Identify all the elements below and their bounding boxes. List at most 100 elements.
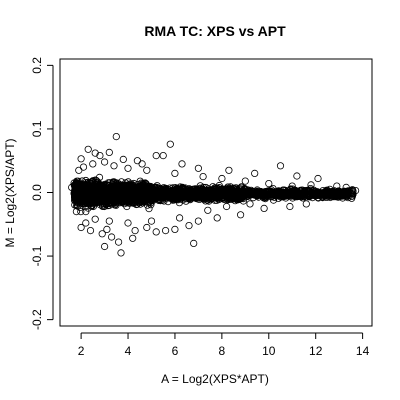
data-point [105,217,113,225]
data-point [79,163,88,171]
data-point [190,239,198,247]
data-point [98,194,106,202]
data-point [106,199,114,207]
data-point [82,219,90,227]
y-tick-label: 0.2 [30,57,44,74]
data-point [303,186,311,195]
y-tick-label: -0.2 [30,309,44,330]
data-point [171,169,179,177]
data-point [131,184,139,192]
data-point [95,184,104,192]
data-point [86,227,95,235]
data-point [277,190,285,198]
data-point [77,208,85,216]
data-point [138,160,146,168]
data-point [101,242,109,251]
data-point [76,182,84,190]
data-point [162,227,170,235]
data-point [111,180,119,188]
data-point [91,215,99,223]
data-point [152,152,160,160]
x-tick-label: 6 [172,344,179,358]
x-tick-label: 12 [309,344,323,358]
data-point [91,186,99,194]
data-point [237,187,245,195]
x-tick-label: 8 [219,344,226,358]
data-point [204,206,212,214]
data-point [75,166,83,174]
data-point [155,189,163,197]
data-point [184,191,192,199]
data-point [185,222,193,230]
data-point [81,198,90,206]
data-point [253,190,261,198]
data-point [95,194,103,202]
data-point [218,174,226,183]
data-point [167,188,176,196]
data-point [241,192,249,200]
data-point [298,192,306,200]
data-point [293,172,301,180]
data-point [323,186,332,195]
data-point [109,191,118,199]
x-axis-label: A = Log2(XPS*APT) [161,372,269,386]
data-point [89,160,97,168]
data-point [77,155,85,163]
data-point [119,155,127,163]
data-point [76,203,84,212]
data-point [265,180,273,188]
plot-frame [59,58,373,327]
data-point [117,189,125,197]
data-point [213,214,221,222]
data-point [325,188,333,196]
data-point [124,182,132,190]
data-point [125,193,133,201]
data-point [155,185,163,193]
data-point [236,195,244,203]
data-point [152,228,160,236]
data-point [72,193,80,201]
data-point [103,225,111,233]
data-point [98,230,106,238]
data-point [143,223,151,232]
data-point [237,211,245,219]
y-tick-label: -0.1 [30,245,44,266]
data-point [262,193,270,201]
data-point [162,188,170,196]
data-point [228,191,236,200]
data-point [288,190,296,198]
data-point [84,145,92,153]
data-point [189,192,197,200]
data-point [133,157,141,165]
y-tick-label: 0.0 [30,184,44,201]
data-point [241,177,249,185]
data-point [108,233,116,241]
data-point [194,217,202,225]
data-point [222,187,231,195]
data-point [262,188,271,196]
data-point [112,133,120,141]
x-tick-label: 2 [78,344,85,358]
data-point [213,191,221,200]
data-point [276,162,285,170]
data-point [178,160,186,168]
data-point [139,191,147,199]
data-point [76,187,84,195]
data-point [225,166,233,174]
data-point [223,202,231,211]
data-point [147,217,156,225]
data-point [144,187,153,195]
data-point [131,227,139,235]
data-point [345,187,353,195]
data-point [117,249,125,257]
data-point [85,192,94,200]
data-point [101,180,109,188]
data-point [166,140,174,148]
data-point [194,164,202,172]
data-point [145,205,153,213]
chart-title: RMA TC: XPS vs APT [144,23,286,39]
data-point [311,190,320,198]
data-point [317,190,326,198]
data-point [267,187,275,195]
